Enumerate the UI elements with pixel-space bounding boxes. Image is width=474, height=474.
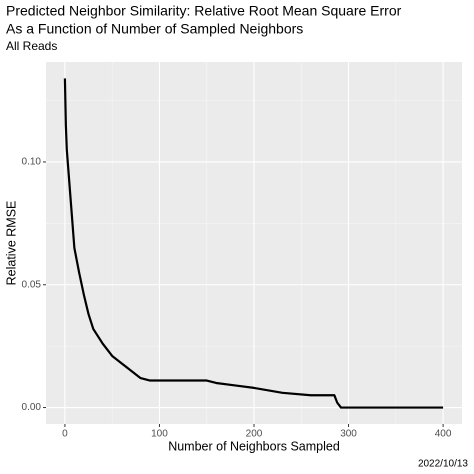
caption: 2022/10/13 xyxy=(418,459,468,470)
y-tick-label: 0.10 xyxy=(22,157,42,168)
chart-title: Predicted Neighbor Similarity: Relative … xyxy=(6,3,402,19)
y-tick-label: 0.00 xyxy=(22,402,42,413)
x-tick-label: 300 xyxy=(340,429,357,440)
x-tick-label: 400 xyxy=(435,429,452,440)
x-tick-label: 100 xyxy=(151,429,168,440)
x-tick-label: 200 xyxy=(246,429,263,440)
line xyxy=(63,78,444,409)
y-tick-label: 0.05 xyxy=(22,279,42,290)
x-axis-label: Number of Neighbors Sampled xyxy=(168,439,340,453)
chart-title: As a Function of Number of Sampled Neigh… xyxy=(6,21,303,37)
chart-subtitle: All Reads xyxy=(6,39,57,53)
y-axis-label: Relative RMSE xyxy=(4,201,18,286)
x-tick-label: 0 xyxy=(62,429,68,440)
